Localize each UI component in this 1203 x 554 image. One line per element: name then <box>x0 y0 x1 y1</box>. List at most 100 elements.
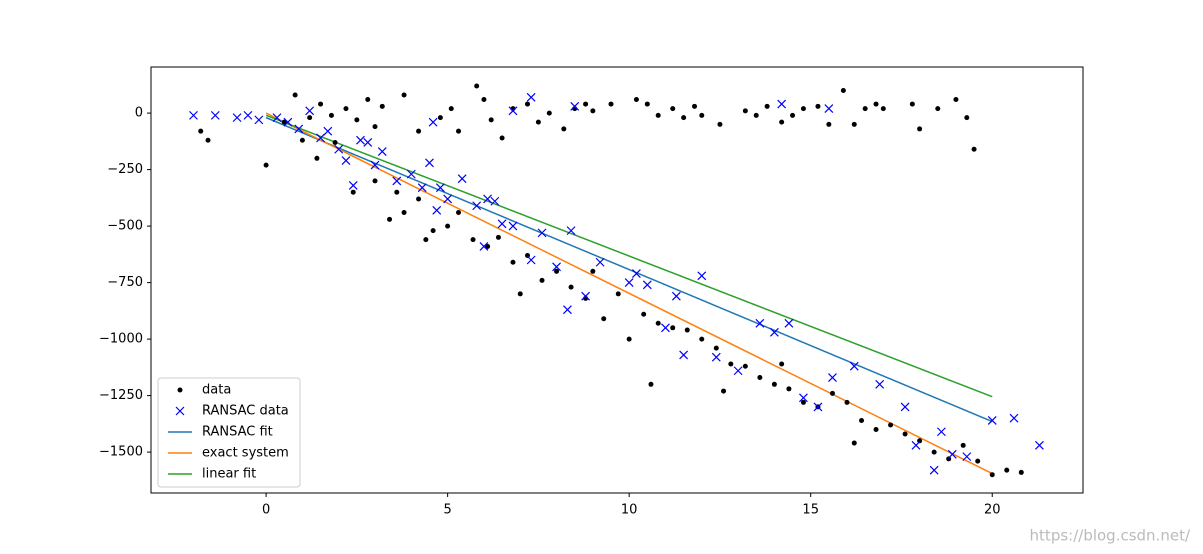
x-marker <box>283 117 293 127</box>
x-marker <box>294 124 304 134</box>
dot-marker <box>488 117 494 123</box>
legend: data RANSAC data RANSAC fit exact system lin… <box>157 377 301 488</box>
legend-label: RANSAC fit <box>202 425 273 440</box>
dot-marker <box>692 103 698 109</box>
dot-marker <box>873 101 879 107</box>
x-marker <box>828 373 837 382</box>
x-marker <box>784 318 794 328</box>
dot-marker <box>633 97 639 103</box>
dot-marker <box>1004 467 1010 473</box>
dot-marker <box>975 458 981 464</box>
x-marker <box>210 110 220 120</box>
dot-marker <box>583 101 589 107</box>
dot-marker <box>456 128 462 134</box>
x-marker <box>679 350 689 360</box>
x-marker <box>483 194 492 204</box>
x-marker <box>711 352 721 362</box>
dot-marker <box>859 417 865 423</box>
x-marker <box>642 280 652 290</box>
dot-marker <box>401 210 407 216</box>
x-marker <box>243 110 253 120</box>
dot-marker <box>546 110 552 116</box>
x-tick-label: 0 <box>262 503 270 518</box>
dot-marker <box>590 268 596 274</box>
dot-marker <box>670 106 676 112</box>
y-tick-label: −1500 <box>99 445 143 460</box>
dot-marker <box>554 268 560 274</box>
x-marker <box>799 393 808 403</box>
dot-marker <box>177 387 183 393</box>
x-marker <box>849 361 859 371</box>
y-tick-label: −1000 <box>99 332 143 347</box>
dot-marker <box>590 108 596 114</box>
dot-marker <box>960 442 966 448</box>
dot-marker <box>757 375 763 381</box>
dot-marker <box>535 119 541 125</box>
x-marker <box>566 226 576 236</box>
x-tick-label: 20 <box>984 503 1001 518</box>
dot-marker <box>681 115 687 121</box>
legend-box <box>157 377 301 488</box>
dot-marker <box>517 291 523 297</box>
x-marker <box>508 106 518 116</box>
fit-line <box>265 112 993 475</box>
dot-marker <box>655 112 661 118</box>
dot-marker <box>829 390 835 396</box>
dot-marker <box>826 121 832 127</box>
x-marker <box>392 176 402 186</box>
dot-marker <box>840 88 846 94</box>
y-tick-label: 0 <box>135 106 143 121</box>
dot-marker <box>198 128 204 134</box>
dot-marker <box>372 178 378 184</box>
legend-label: exact system <box>202 446 289 461</box>
dot-marker <box>902 431 908 437</box>
dot-marker <box>717 121 723 127</box>
x-marker <box>425 158 434 168</box>
x-tick-label: 10 <box>621 503 638 518</box>
dot-marker <box>401 92 407 98</box>
x-marker <box>323 126 333 136</box>
dot-marker <box>713 345 719 351</box>
dot-marker <box>641 311 647 317</box>
x-marker <box>508 221 518 231</box>
x-marker <box>595 257 605 267</box>
dot-marker <box>844 399 850 405</box>
fit-line <box>265 114 993 398</box>
dot-marker <box>318 101 324 107</box>
dot-marker <box>281 119 287 125</box>
dot-marker <box>205 137 211 143</box>
fit-line <box>265 116 993 423</box>
dot-marker <box>365 97 371 103</box>
dot-marker <box>470 237 476 243</box>
x-marker <box>581 291 591 301</box>
x-marker <box>443 194 453 204</box>
dot-marker <box>946 456 952 462</box>
dot-marker <box>880 106 886 112</box>
dot-marker <box>299 137 305 143</box>
dot-marker <box>964 115 970 121</box>
y-tick-label: −1250 <box>99 388 143 403</box>
dot-marker <box>742 363 748 369</box>
dot-marker <box>416 196 422 202</box>
dot-marker <box>670 325 676 331</box>
x-marker <box>189 110 198 120</box>
legend-label: data <box>202 383 231 398</box>
dot-marker <box>873 426 879 432</box>
dot-marker <box>655 320 661 326</box>
x-marker <box>428 117 438 127</box>
dot-marker <box>292 92 298 98</box>
dot-marker <box>953 97 959 103</box>
x-marker <box>900 402 910 412</box>
dot-marker <box>800 106 806 112</box>
dot-marker <box>888 422 894 428</box>
x-marker <box>377 147 387 156</box>
dot-marker <box>931 449 937 455</box>
x-marker <box>316 133 325 143</box>
x-marker <box>341 156 351 165</box>
dot-marker <box>728 361 734 367</box>
dot-marker <box>771 381 777 387</box>
dot-marker <box>851 440 857 446</box>
legend-label: linear fit <box>202 467 256 482</box>
dot-marker <box>430 228 436 234</box>
